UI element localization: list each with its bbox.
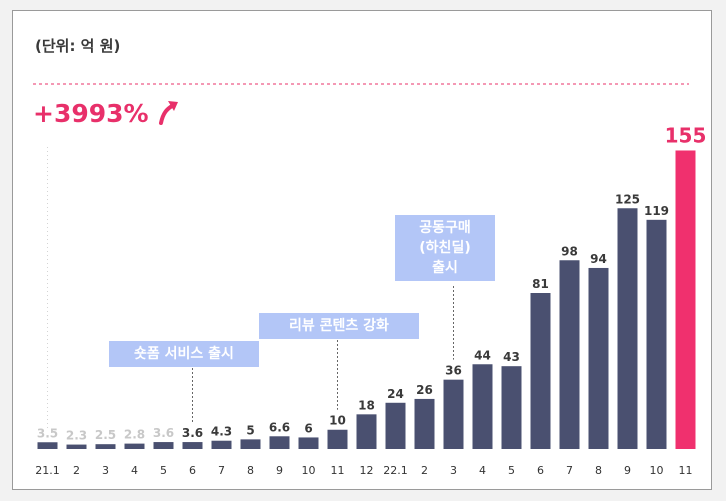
bar [95,444,116,449]
data-label: 44 [474,348,491,362]
bar [124,443,145,449]
x-tick-label: 9 [276,464,283,477]
x-tick-label: 22.1 [383,464,408,477]
data-label: 36 [445,364,462,378]
data-label: 24 [387,387,404,401]
x-tick-label: 8 [247,464,254,477]
bar [443,379,464,449]
x-tick-label: 21.1 [35,464,60,477]
annotation-review-content: 리뷰 콘텐츠 강화 [259,313,419,339]
x-tick-label: 7 [218,464,225,477]
bar [182,442,203,449]
bar [153,442,174,449]
annotation-line: (하친딜) [419,240,471,256]
x-tick-label: 9 [624,464,631,477]
growth-label: +3993% [33,99,179,128]
annotation-group-buy-launch: 공동구매 (하친딜) 출시 [395,215,495,281]
x-tick-label: 10 [302,464,316,477]
x-tick-label: 11 [679,464,693,477]
data-label: 2.3 [66,429,87,443]
bar [501,366,522,449]
x-tick-label: 3 [102,464,109,477]
data-label: 10 [329,414,346,428]
x-tick-label: 6 [537,464,544,477]
data-label: 119 [644,204,669,218]
chart-frame: 3.5 2.3 2.5 2.8 3.6 3.6 4.3 5 6.6 6 10 18 24 26 36 44 43… [12,10,712,490]
bar [588,267,609,449]
data-label: 2.5 [95,428,116,442]
up-arrow-icon [159,101,179,125]
x-tick-label: 4 [131,464,138,477]
bar [37,442,58,449]
x-tick-label: 12 [360,464,374,477]
annotation-line: 숏폼 서비스 출시 [134,346,234,362]
annotation-shortform-launch: 숏폼 서비스 출시 [109,341,259,367]
data-label: 94 [590,252,607,266]
x-tick-label: 2 [421,464,428,477]
x-tick-label: 8 [595,464,602,477]
bar [414,398,435,449]
bar [617,208,638,449]
data-label: 3.5 [37,426,58,440]
bar [530,293,551,449]
bar [472,364,493,449]
data-label: 6 [304,421,312,435]
x-tick-label: 5 [160,464,167,477]
data-label: 6.6 [269,420,290,434]
data-label: 26 [416,383,433,397]
x-tick-label: 2 [73,464,80,477]
data-label: 4.3 [211,425,232,439]
bar [211,440,232,449]
data-label: 2.8 [124,428,145,442]
x-tick-label: 4 [479,464,486,477]
bar [327,429,348,449]
x-tick-label: 3 [450,464,457,477]
x-tick-label: 6 [189,464,196,477]
bar [559,260,580,449]
data-label: 3.6 [153,426,174,440]
data-label: 125 [615,192,640,206]
x-tick-label: 10 [650,464,664,477]
annotation-line: 출시 [432,260,458,276]
bar [269,436,290,449]
x-tick-label: 7 [566,464,573,477]
data-label: 43 [503,350,520,364]
data-label: 81 [532,277,549,291]
bar [646,219,667,449]
unit-label: (단위: 억 원) [35,37,121,55]
data-label: 155 [665,123,707,147]
data-label: 5 [246,423,254,437]
bar [298,437,319,449]
bar [240,439,261,449]
data-label: 98 [561,244,578,258]
annotation-line: 공동구매 [419,220,471,236]
data-label: 3.6 [182,426,203,440]
annotation-line: 리뷰 콘텐츠 강화 [289,318,389,334]
x-tick-label: 11 [331,464,345,477]
bar [66,444,87,449]
bar [675,150,696,449]
data-label: 18 [358,398,375,412]
x-tick-label: 5 [508,464,515,477]
bar [356,414,377,449]
growth-percentage: +3993% [33,99,149,128]
bar [385,402,406,449]
